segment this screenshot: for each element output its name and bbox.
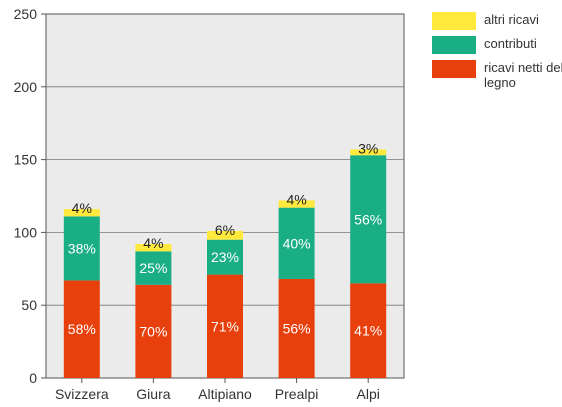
y-tick-label: 50 — [21, 297, 37, 313]
bar-data-label: 40% — [283, 235, 311, 251]
legend-label-contributi: contributi — [484, 36, 537, 51]
bar-data-label: 23% — [211, 249, 239, 265]
bar-segment-altipiano-2 — [207, 230, 243, 240]
bar-data-label: 4% — [286, 191, 306, 207]
legend-swatch-contributi — [432, 36, 476, 54]
bar-data-label: 38% — [68, 240, 96, 256]
bar-segment-svizzera-2 — [63, 209, 100, 217]
bar-data-label: 25% — [139, 260, 167, 276]
legend-item-altri-ricavi: altri ricavi — [432, 12, 562, 30]
x-tick-label: Prealpi — [275, 386, 319, 402]
bar-data-label: 71% — [211, 318, 239, 334]
bar-segment-giura-2 — [135, 244, 172, 252]
bar-data-label: 70% — [139, 323, 167, 339]
bar-segment-altipiano-0 — [207, 274, 243, 378]
bar-segment-prealpi-1 — [278, 207, 315, 279]
bar-data-label: 58% — [68, 321, 96, 337]
bar-data-label: 6% — [215, 222, 235, 238]
legend-item-contributi: contributi — [432, 36, 562, 54]
legend-label-altri-ricavi: altri ricavi — [484, 12, 539, 27]
x-tick-label: Giura — [136, 386, 170, 402]
y-tick-label: 100 — [14, 224, 38, 240]
x-tick-label: Svizzera — [55, 386, 109, 402]
bar-segment-prealpi-0 — [278, 278, 315, 378]
bar-segment-prealpi-2 — [278, 200, 315, 208]
x-tick-label: Altipiano — [198, 386, 252, 402]
legend-item-ricavi-netti: ricavi netti del legno — [432, 60, 562, 90]
legend-swatch-ricavi-netti — [432, 60, 476, 78]
bar-data-label: 4% — [143, 235, 163, 251]
bar-segment-svizzera-0 — [63, 280, 100, 378]
bar-segment-altipiano-1 — [207, 239, 243, 275]
bar-data-label: 56% — [354, 211, 382, 227]
bar-data-label: 3% — [358, 140, 378, 156]
bar-data-label: 56% — [283, 320, 311, 336]
bar-segment-svizzera-1 — [63, 216, 100, 281]
x-tick-label: Alpi — [357, 386, 380, 402]
bar-data-label: 41% — [354, 323, 382, 339]
y-tick-label: 250 — [14, 6, 38, 22]
legend-label-ricavi-netti: ricavi netti del legno — [484, 60, 562, 90]
bar-segment-alpi-1 — [350, 155, 387, 284]
y-tick-label: 200 — [14, 79, 38, 95]
y-tick-label: 0 — [29, 370, 37, 386]
y-tick-label: 150 — [14, 152, 38, 168]
bar-segment-giura-0 — [135, 284, 172, 378]
bar-data-label: 4% — [72, 200, 92, 216]
bar-segment-alpi-0 — [350, 283, 387, 378]
legend-swatch-altri-ricavi — [432, 12, 476, 30]
bar-segment-giura-1 — [135, 251, 172, 285]
bar-segment-alpi-2 — [350, 149, 387, 156]
legend: altri ricavi contributi ricavi netti del… — [432, 12, 562, 96]
